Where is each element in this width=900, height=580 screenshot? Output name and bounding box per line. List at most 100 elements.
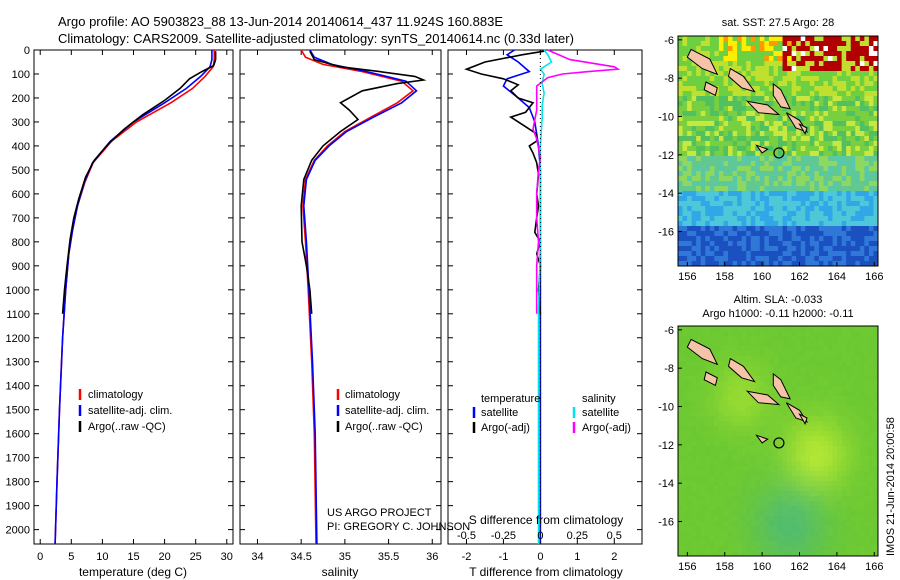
map-cell [768, 76, 774, 82]
map-cell [678, 36, 683, 42]
map-cell [759, 236, 765, 242]
map-cell [759, 326, 765, 332]
map-cell [718, 361, 724, 367]
map-cell [818, 451, 824, 457]
map-cell [864, 96, 870, 102]
map-cell [823, 541, 829, 547]
map-cell [691, 381, 697, 387]
map-cell [828, 421, 833, 427]
map-cell [750, 206, 756, 212]
map-cell [746, 116, 752, 122]
map-cell [868, 111, 874, 117]
map-cell [746, 381, 752, 387]
map-cell [787, 351, 793, 357]
map-cell [696, 491, 702, 497]
map-cell [805, 96, 811, 102]
map-cell [773, 61, 779, 67]
map-cell [728, 156, 733, 162]
map-cell [841, 41, 847, 47]
map-cell [741, 91, 747, 97]
map-cell [841, 206, 847, 212]
map-cell [864, 401, 870, 407]
map-cell [764, 426, 770, 432]
map-cell [873, 186, 879, 192]
map-cell [741, 136, 747, 142]
map-cell [773, 76, 779, 82]
map-cell [859, 111, 865, 117]
map-cell [818, 131, 824, 137]
map-cell [678, 501, 683, 507]
map-cell [846, 461, 852, 467]
map-cell [837, 421, 843, 427]
map-cell [832, 546, 838, 552]
map-cell [737, 346, 743, 352]
map-cell [750, 491, 756, 497]
map-cell [768, 446, 774, 452]
map-cell [873, 66, 879, 72]
map-cell [723, 526, 729, 532]
map-cell [782, 166, 788, 172]
map-cell [723, 76, 729, 82]
map-cell [846, 381, 852, 387]
map-cell [818, 61, 824, 67]
map-cell [696, 401, 702, 407]
island [755, 144, 769, 154]
map-cell [705, 451, 711, 457]
map-cell [778, 356, 783, 362]
map-cell [841, 411, 847, 417]
map-cell [732, 171, 738, 177]
map-cell [823, 71, 829, 77]
map-cell [741, 216, 747, 222]
map-cell [755, 526, 761, 532]
map-cell [850, 401, 856, 407]
map-cell [837, 261, 843, 267]
map-cell [705, 96, 711, 102]
map-cell [787, 336, 793, 342]
map-cell [709, 41, 715, 47]
map-cell [818, 471, 824, 477]
map-cell [841, 166, 847, 172]
map-cell [782, 161, 788, 167]
map-cell [800, 491, 806, 497]
map-cell [841, 191, 847, 197]
map-cell [764, 496, 770, 502]
map-cell [828, 426, 833, 432]
map-cell [864, 436, 870, 442]
map-cell [846, 366, 852, 372]
map-cell [691, 151, 697, 157]
map-cell [855, 66, 861, 72]
map-cell [764, 366, 770, 372]
map-cell [755, 136, 761, 142]
map-cell [718, 66, 724, 72]
y-tick-label: 1000 [6, 285, 30, 297]
map-cell [818, 106, 824, 112]
map-cell [828, 176, 833, 182]
map-cell [682, 206, 688, 212]
map-cell [687, 81, 693, 87]
map-cell [841, 146, 847, 152]
map-cell [764, 511, 770, 517]
map-cell [837, 466, 843, 472]
map-cell [846, 46, 852, 52]
map-cell [841, 396, 847, 402]
map-cell [741, 191, 747, 197]
map-cell [682, 496, 688, 502]
legend-entry: satellite [481, 407, 518, 419]
map-cell [687, 196, 693, 202]
map-cell [718, 176, 724, 182]
map-cell [696, 176, 702, 182]
map-cell [700, 451, 706, 457]
map-cell [778, 246, 783, 252]
map-cell [705, 481, 711, 487]
map-cell [755, 41, 761, 47]
map-cell [678, 181, 683, 187]
map-cell [818, 236, 824, 242]
map-cell [723, 366, 729, 372]
map-cell [741, 126, 747, 132]
map-cell [791, 36, 797, 42]
map-cell [791, 351, 797, 357]
map-cell [809, 126, 815, 132]
map-cell [787, 226, 793, 232]
map-cell [741, 526, 747, 532]
map-cell [873, 496, 879, 502]
